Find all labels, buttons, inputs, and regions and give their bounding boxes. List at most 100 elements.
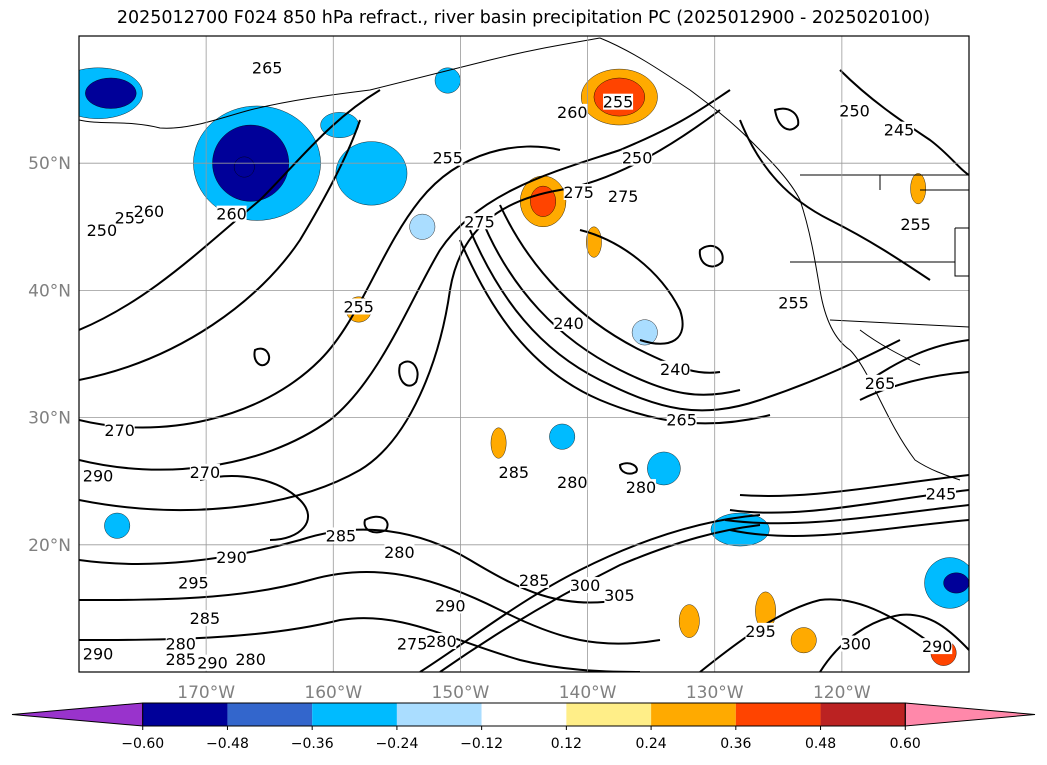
colorbar-tick-label: 0.48 bbox=[805, 736, 836, 752]
contour-label: 285 bbox=[326, 526, 357, 545]
contour-line bbox=[729, 519, 969, 537]
contour-label-bg bbox=[435, 597, 466, 614]
contour-label-bg bbox=[926, 485, 957, 502]
contour-line bbox=[499, 204, 721, 374]
lat-tick-label: 40°N bbox=[28, 281, 71, 301]
contour-line bbox=[773, 107, 800, 131]
colorbar-over-extension bbox=[904, 702, 1036, 727]
contour-line bbox=[79, 109, 721, 511]
contour-label: 260 bbox=[134, 202, 165, 221]
contour-label: 255 bbox=[900, 215, 931, 234]
contour-label: 250 bbox=[839, 102, 870, 121]
contour-label-bg bbox=[464, 213, 495, 230]
contour-line bbox=[253, 347, 271, 367]
contour-label-bg bbox=[189, 610, 220, 627]
contour-label-bg bbox=[884, 121, 915, 138]
longitude-labels: 170°W 160°W 150°W 140°W 130°W 120°W bbox=[177, 683, 871, 703]
contour-line bbox=[398, 360, 419, 387]
contour-label-bg bbox=[519, 571, 550, 588]
contour-label-bg bbox=[197, 654, 228, 671]
contour-label-bg bbox=[604, 587, 635, 604]
coastlines bbox=[79, 37, 969, 481]
contour-label-bg bbox=[165, 650, 196, 667]
contour-line bbox=[79, 89, 381, 331]
contour-label-bg bbox=[745, 622, 776, 639]
contour-label-bg bbox=[622, 149, 653, 166]
colorbar-tick-label: 0.24 bbox=[636, 736, 667, 752]
shaded-area bbox=[790, 627, 817, 654]
shaded-area bbox=[549, 423, 576, 450]
lon-tick-label: 130°W bbox=[686, 683, 744, 703]
contour-label-bg bbox=[839, 102, 870, 119]
contour-line bbox=[419, 514, 761, 672]
contour-line bbox=[869, 339, 969, 381]
contour-line bbox=[699, 598, 941, 672]
lon-tick-label: 160°W bbox=[304, 683, 362, 703]
shaded-area bbox=[647, 451, 681, 486]
lon-tick-label: 150°W bbox=[432, 683, 490, 703]
shaded-area bbox=[409, 213, 436, 240]
shaded-area bbox=[710, 512, 770, 547]
contour-label-bg bbox=[900, 215, 931, 232]
contour-label: 275 bbox=[563, 183, 594, 202]
contour-label: 250 bbox=[622, 149, 653, 168]
contour-label-bg bbox=[557, 103, 588, 120]
contour-line bbox=[363, 515, 389, 534]
contour-label-bg bbox=[432, 149, 463, 166]
contour-label-bg bbox=[83, 467, 114, 484]
contour-label-bg bbox=[778, 294, 809, 311]
contour-line bbox=[739, 119, 931, 281]
contour-label: 280 bbox=[557, 473, 588, 492]
contour-label-bg bbox=[397, 635, 428, 652]
contour-label: 295 bbox=[178, 574, 209, 593]
colorbar-tick-label: −0.60 bbox=[121, 736, 164, 752]
lat-tick-label: 30°N bbox=[28, 409, 71, 429]
contour-label: 255 bbox=[603, 93, 634, 112]
lon-tick-label: 120°W bbox=[813, 683, 871, 703]
contour-line bbox=[739, 474, 969, 497]
contour-label: 275 bbox=[464, 212, 495, 231]
contour-label-bg bbox=[83, 645, 114, 662]
colorbar-tick-label: 0.12 bbox=[551, 736, 582, 752]
coastline bbox=[79, 37, 601, 129]
contour-label-bg bbox=[216, 549, 247, 566]
contour-label: 245 bbox=[884, 121, 915, 140]
contour-label: 285 bbox=[519, 571, 550, 590]
contour-label: 305 bbox=[604, 586, 635, 605]
contour-label: 245 bbox=[926, 484, 957, 503]
contour-label: 300 bbox=[570, 576, 601, 595]
colorbar-segment bbox=[651, 703, 736, 726]
contour-label-bg bbox=[216, 205, 247, 222]
colorbar-segment bbox=[227, 703, 313, 726]
contour-line bbox=[79, 570, 661, 645]
colorbar-segment bbox=[312, 703, 397, 726]
contour-label: 285 bbox=[190, 609, 221, 628]
contour-line bbox=[199, 475, 310, 541]
contour-label: 260 bbox=[216, 205, 247, 224]
coastline bbox=[599, 37, 961, 481]
contour-label-bg bbox=[86, 222, 117, 239]
shaded-area bbox=[335, 141, 408, 206]
contour-label: 285 bbox=[165, 650, 196, 669]
colorbar-segment bbox=[481, 703, 567, 726]
contour-label-bg bbox=[553, 315, 584, 332]
contour-line bbox=[79, 119, 361, 381]
contour-label-bg bbox=[660, 360, 691, 377]
contour-label-bg bbox=[603, 93, 634, 110]
colorbar-frame bbox=[142, 702, 906, 727]
lon-tick-label: 140°W bbox=[559, 683, 617, 703]
contour-label-bg bbox=[104, 421, 135, 438]
contour-label-bg bbox=[133, 203, 164, 220]
contour-label: 280 bbox=[384, 543, 415, 562]
colorbar-tick-label: 0.36 bbox=[720, 736, 751, 752]
colorbar-segment bbox=[566, 703, 652, 726]
colorbar: −0.60 −0.48 −0.36 −0.24 −0.12 0.12 0.24 0.36 0.4… bbox=[11, 702, 1036, 752]
contour-label: 265 bbox=[252, 58, 283, 77]
colorbar-segment bbox=[820, 703, 906, 726]
contour-label: 250 bbox=[87, 221, 118, 240]
lat-tick-label: 50°N bbox=[28, 154, 71, 174]
contour-label: 280 bbox=[235, 650, 266, 669]
contour-line bbox=[479, 214, 741, 396]
shaded-area bbox=[320, 112, 359, 138]
